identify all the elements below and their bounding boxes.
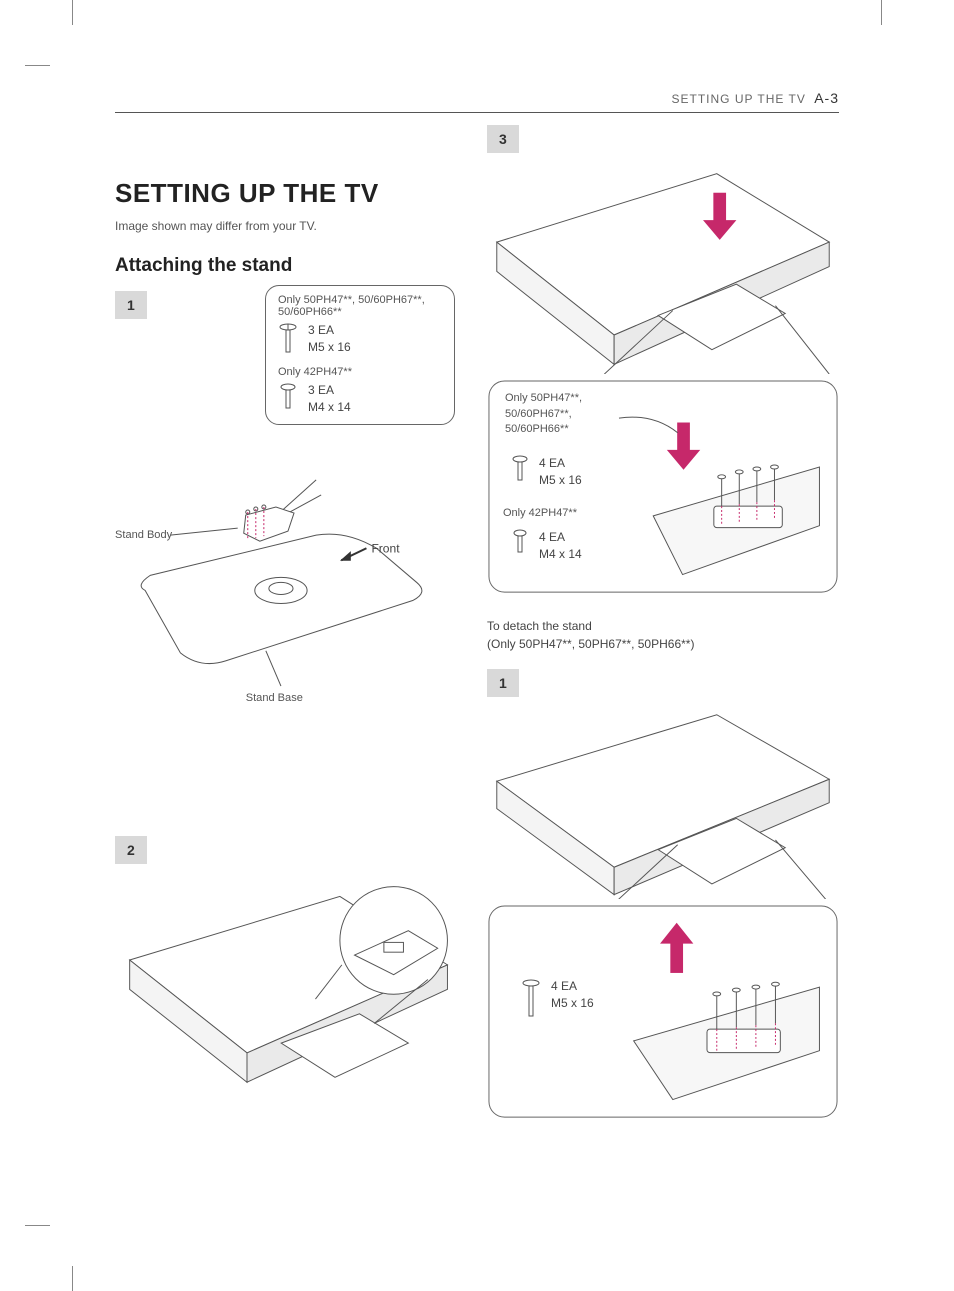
- right-column: 3: [487, 123, 839, 1131]
- crop-mark: [25, 1225, 50, 1226]
- step3-spec-a: M5 x 16: [539, 472, 582, 489]
- step-2: 2: [115, 836, 467, 1131]
- front-label: Front: [371, 541, 400, 555]
- step1-qty-a: 3 EA: [308, 322, 351, 339]
- step3-note-a: Only 50PH47**, 50/60PH67**, 50/60PH66**: [505, 391, 582, 437]
- step-badge-2: 2: [115, 836, 147, 864]
- left-column: SETTING UP THE TV Image shown may differ…: [115, 123, 467, 1131]
- step3-note-a-l3: 50/60PH66**: [505, 422, 582, 437]
- step2-diagram: [115, 872, 467, 1126]
- step-badge-1: 1: [115, 291, 147, 319]
- step1-screw-callout: Only 50PH47**, 50/60PH67**, 50/60PH66** …: [265, 285, 455, 425]
- page-subtitle: Image shown may differ from your TV.: [115, 219, 467, 233]
- step-3: 3: [487, 125, 839, 599]
- crop-mark: [881, 0, 882, 25]
- step3-diagram-top: [487, 159, 839, 374]
- screw-icon: [511, 455, 529, 485]
- step3-screw-a: 4 EA M5 x 16: [511, 455, 582, 489]
- step1-note-a: Only 50PH47**, 50/60PH67**, 50/60PH66**: [278, 294, 442, 318]
- step3-screw-b: 4 EA M4 x 14: [511, 529, 582, 563]
- step1-note-b: Only 42PH47**: [278, 366, 442, 378]
- detach-step-badge: 1: [487, 669, 519, 697]
- step3-note-b: Only 42PH47**: [503, 507, 577, 519]
- step3-note-a-l1: Only 50PH47**,: [505, 391, 582, 406]
- detach-spec: M5 x 16: [551, 995, 594, 1012]
- step1-spec-a: M5 x 16: [308, 339, 351, 356]
- stand-base-label: Stand Base: [246, 692, 303, 704]
- step3-spec-b: M4 x 14: [539, 546, 582, 563]
- detach-note-l2: (Only 50PH47**, 50PH67**, 50PH66**): [487, 635, 839, 653]
- detach-diagram-top: [487, 703, 839, 899]
- running-header: SETTING UP THE TV A-3: [115, 90, 839, 113]
- screw-icon: [278, 322, 298, 356]
- detach-note: To detach the stand (Only 50PH47**, 50PH…: [487, 617, 839, 653]
- detach-note-l1: To detach the stand: [487, 617, 839, 635]
- stand-body-label: Stand Body: [115, 529, 173, 541]
- screw-icon: [521, 978, 541, 1020]
- detach-qty: 4 EA: [551, 978, 594, 995]
- screw-icon: [511, 529, 529, 557]
- page-title: SETTING UP THE TV: [115, 178, 467, 209]
- crop-mark: [25, 65, 50, 66]
- detach-screw: 4 EA M5 x 16: [521, 978, 594, 1020]
- header-section: SETTING UP THE TV: [672, 92, 806, 106]
- step1-qty-b: 3 EA: [308, 382, 351, 399]
- step-1: 1 Only 50PH47**, 50/60PH67**, 50/60PH66*…: [115, 291, 467, 726]
- crop-mark: [72, 1266, 73, 1291]
- crop-mark: [72, 0, 73, 25]
- screw-icon: [278, 382, 298, 412]
- header-page-number: A-3: [814, 90, 839, 106]
- step-badge-3: 3: [487, 125, 519, 153]
- step1-spec-b: M4 x 14: [308, 399, 351, 416]
- page-content: SETTING UP THE TV A-3 SETTING UP THE TV …: [115, 90, 839, 1201]
- step3-qty-a: 4 EA: [539, 455, 582, 472]
- section-heading: Attaching the stand: [115, 255, 467, 277]
- step3-qty-b: 4 EA: [539, 529, 582, 546]
- step3-note-a-l2: 50/60PH67**,: [505, 407, 582, 422]
- detach-step-1: 1: [487, 669, 839, 1124]
